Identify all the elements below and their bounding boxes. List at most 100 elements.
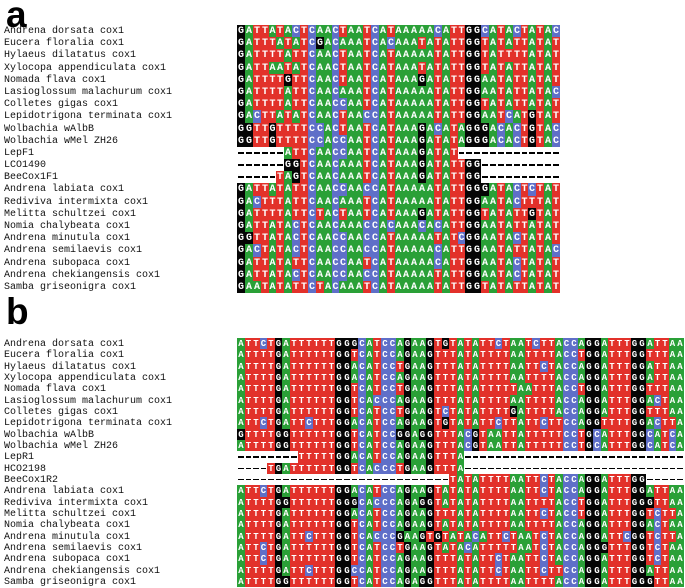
gap-cell: [267, 474, 275, 485]
base-cell-T: T: [458, 37, 465, 49]
base-cell-A: A: [517, 542, 525, 553]
base-cell-C: C: [308, 244, 316, 257]
base-cell-T: T: [623, 372, 631, 383]
base-cell-T: T: [300, 208, 308, 220]
base-cell-A: A: [395, 37, 402, 49]
base-cell-T: T: [497, 232, 505, 244]
base-cell-A: A: [510, 361, 517, 372]
base-cell-T: T: [290, 463, 298, 474]
gap-cell: [245, 474, 252, 485]
base-cell-C: C: [389, 565, 396, 576]
base-cell-A: A: [442, 159, 450, 171]
base-cell-T: T: [510, 531, 517, 542]
base-cell-A: A: [411, 338, 419, 349]
base-cell-T: T: [464, 474, 472, 485]
gap-cell: [585, 463, 593, 474]
base-cell-C: C: [371, 281, 379, 293]
base-cell-G: G: [404, 463, 411, 474]
base-cell-T: T: [284, 37, 292, 49]
base-cell-C: C: [593, 429, 601, 440]
base-cell-G: G: [237, 232, 245, 244]
base-cell-T: T: [513, 62, 521, 74]
base-cell-C: C: [371, 25, 379, 37]
base-cell-T: T: [502, 349, 510, 361]
base-cell-T: T: [298, 463, 305, 474]
base-cell-T: T: [502, 508, 510, 519]
base-cell-T: T: [525, 429, 532, 440]
base-cell-T: T: [525, 565, 532, 576]
base-cell-T: T: [298, 497, 305, 508]
base-cell-T: T: [481, 281, 489, 293]
base-cell-G: G: [237, 62, 245, 74]
base-cell-A: A: [505, 25, 513, 37]
base-cell-G: G: [343, 440, 351, 451]
base-cell-T: T: [623, 508, 631, 519]
base-cell-G: G: [585, 395, 593, 406]
base-cell-T: T: [276, 269, 284, 281]
base-cell-A: A: [578, 361, 585, 372]
gap-cell: [464, 451, 472, 463]
base-cell-A: A: [324, 269, 332, 281]
base-cell-C: C: [308, 171, 316, 183]
base-cell-T: T: [276, 208, 284, 220]
base-cell-T: T: [481, 49, 489, 62]
base-cell-A: A: [419, 361, 426, 372]
base-cell-A: A: [457, 429, 464, 440]
gap-cell: [366, 474, 373, 485]
base-cell-T: T: [578, 349, 585, 361]
base-cell-T: T: [623, 338, 631, 349]
gap-cell: [245, 147, 253, 159]
base-cell-T: T: [276, 74, 284, 86]
gap-cell: [510, 463, 517, 474]
base-cell-T: T: [442, 576, 449, 587]
base-cell-T: T: [540, 372, 548, 383]
base-cell-A: A: [555, 338, 563, 349]
base-cell-C: C: [540, 565, 548, 576]
base-cell-A: A: [355, 49, 363, 62]
base-cell-T: T: [245, 519, 252, 531]
base-cell-C: C: [358, 383, 366, 395]
base-cell-A: A: [426, 98, 434, 110]
base-cell-T: T: [513, 74, 521, 86]
base-cell-G: G: [335, 542, 343, 553]
base-cell-T: T: [525, 417, 532, 429]
base-cell-C: C: [563, 429, 570, 440]
base-cell-G: G: [237, 269, 245, 281]
panel-b-label: b: [6, 291, 29, 332]
base-cell-C: C: [332, 25, 339, 37]
base-cell-A: A: [418, 196, 426, 208]
base-cell-A: A: [457, 542, 464, 553]
base-cell-T: T: [387, 183, 395, 196]
base-cell-G: G: [418, 171, 426, 183]
base-cell-T: T: [245, 395, 252, 406]
base-cell-T: T: [351, 519, 358, 531]
base-cell-C: C: [623, 531, 631, 542]
base-cell-T: T: [661, 338, 669, 349]
base-cell-C: C: [389, 508, 396, 519]
base-cell-C: C: [563, 417, 570, 429]
base-cell-T: T: [328, 451, 335, 463]
base-cell-A: A: [284, 281, 292, 293]
base-cell-T: T: [464, 383, 472, 395]
base-cell-T: T: [497, 196, 505, 208]
base-cell-A: A: [505, 74, 513, 86]
base-cell-T: T: [623, 429, 631, 440]
base-cell-C: C: [381, 542, 389, 553]
base-cell-A: A: [578, 531, 585, 542]
base-cell-A: A: [517, 338, 525, 349]
base-cell-C: C: [371, 62, 379, 74]
base-cell-T: T: [616, 565, 623, 576]
base-cell-T: T: [320, 508, 328, 519]
base-cell-T: T: [464, 519, 472, 531]
base-cell-A: A: [442, 220, 450, 232]
base-cell-T: T: [661, 406, 669, 417]
base-cell-A: A: [324, 62, 332, 74]
base-cell-A: A: [395, 269, 402, 281]
base-cell-T: T: [502, 417, 510, 429]
base-cell-A: A: [396, 440, 404, 451]
base-cell-A: A: [366, 372, 373, 383]
sequence-name: Nomada flava cox1: [4, 384, 107, 395]
sequence-name: Andrena semilaevis cox1: [4, 543, 143, 554]
base-cell-T: T: [253, 135, 261, 147]
base-cell-C: C: [363, 244, 371, 257]
